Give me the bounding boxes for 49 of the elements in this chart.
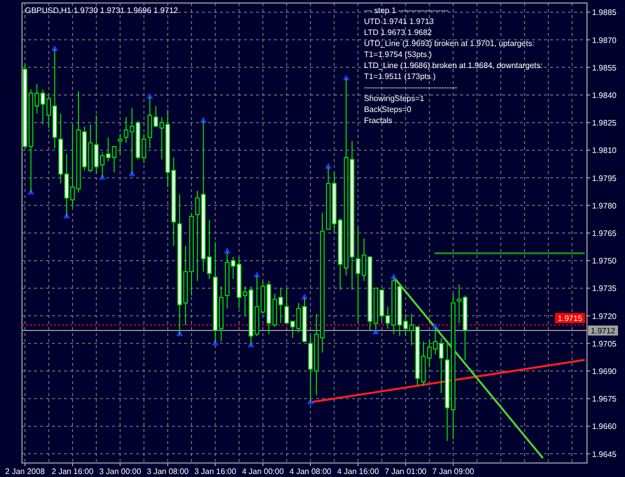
- x-tick-label: 3 Jan 00:00: [99, 467, 142, 476]
- candlestick: [118, 133, 122, 154]
- point: [342, 74, 350, 80]
- y-tick-label: 1.9840: [592, 91, 618, 100]
- annotation: UTD 1.9741 1.9713: [364, 17, 434, 26]
- annotation: UTD_Line (1.9693) broken at 1.9701, uptargets:: [364, 39, 534, 48]
- point: [224, 247, 231, 254]
- point: [301, 293, 308, 300]
- y-tick-label: 1.9690: [592, 367, 618, 376]
- y-tick-label: 1.9855: [592, 63, 618, 72]
- y-tick-label: 1.9825: [592, 118, 618, 128]
- annotation: ShowingSteps=1: [364, 94, 425, 103]
- annotation: --- step 1 -------------------: [364, 6, 450, 15]
- ref-line-label: 1.9712: [590, 326, 616, 336]
- x-tick-label: 4 Jan 08:00: [290, 467, 332, 476]
- annotation: Fractals: [364, 116, 392, 125]
- y-tick-label: 1.9675: [592, 394, 618, 404]
- y-tick-label: 1.9750: [592, 256, 618, 266]
- x-tick-label: 7 Jan 01:00: [384, 467, 428, 476]
- y-tick-label: 1.9885: [592, 8, 618, 18]
- x-tick-label: 2 Jan 2008: [5, 467, 46, 476]
- x-tick-label: 3 Jan 16:00: [194, 467, 237, 476]
- chart-title: GBPUSD,H1 1.9730 1.9731 1.9696 1.9712: [25, 6, 179, 15]
- x-tick-label: 4 Jan 16:00: [337, 467, 380, 476]
- ref-line-label: 1.9715: [558, 314, 583, 323]
- point: [146, 92, 154, 99]
- y-tick-label: 1.9705: [592, 339, 618, 348]
- x-tick-label: 2 Jan 16:00: [52, 467, 94, 476]
- annotation: BackSteps=0: [364, 105, 412, 114]
- y-tick-label: 1.9735: [592, 284, 618, 294]
- y-tick-label: 1.9810: [592, 146, 618, 156]
- point: [254, 271, 260, 278]
- y-tick-label: 1.9645: [592, 450, 618, 459]
- x-tick-label: 3 Jan 08:00: [146, 467, 190, 476]
- y-tick-label: 1.9660: [592, 422, 618, 432]
- annotation: T1=1.9511 (173pts.): [364, 72, 436, 81]
- y-tick-label: 1.9765: [592, 229, 618, 238]
- annotation: -----------------------------------: [364, 83, 458, 92]
- y-tick-label: 1.9795: [592, 174, 618, 183]
- annotation: LTD 1.9673 1.9682: [364, 28, 432, 37]
- x-tick-label: 7 Jan 09:00: [432, 467, 475, 476]
- y-tick-label: 1.9870: [592, 36, 618, 45]
- point: [432, 322, 439, 329]
- annotation: T1=1.9754 (53pts.): [364, 50, 432, 59]
- y-tick-label: 1.9720: [592, 312, 618, 321]
- point: [51, 45, 58, 51]
- x-tick-label: 4 Jan 00:00: [242, 467, 284, 476]
- annotation: LTD_Line (1.9686) broken at 1.9684, downtargets:: [364, 61, 543, 70]
- y-tick-label: 1.9780: [592, 201, 618, 210]
